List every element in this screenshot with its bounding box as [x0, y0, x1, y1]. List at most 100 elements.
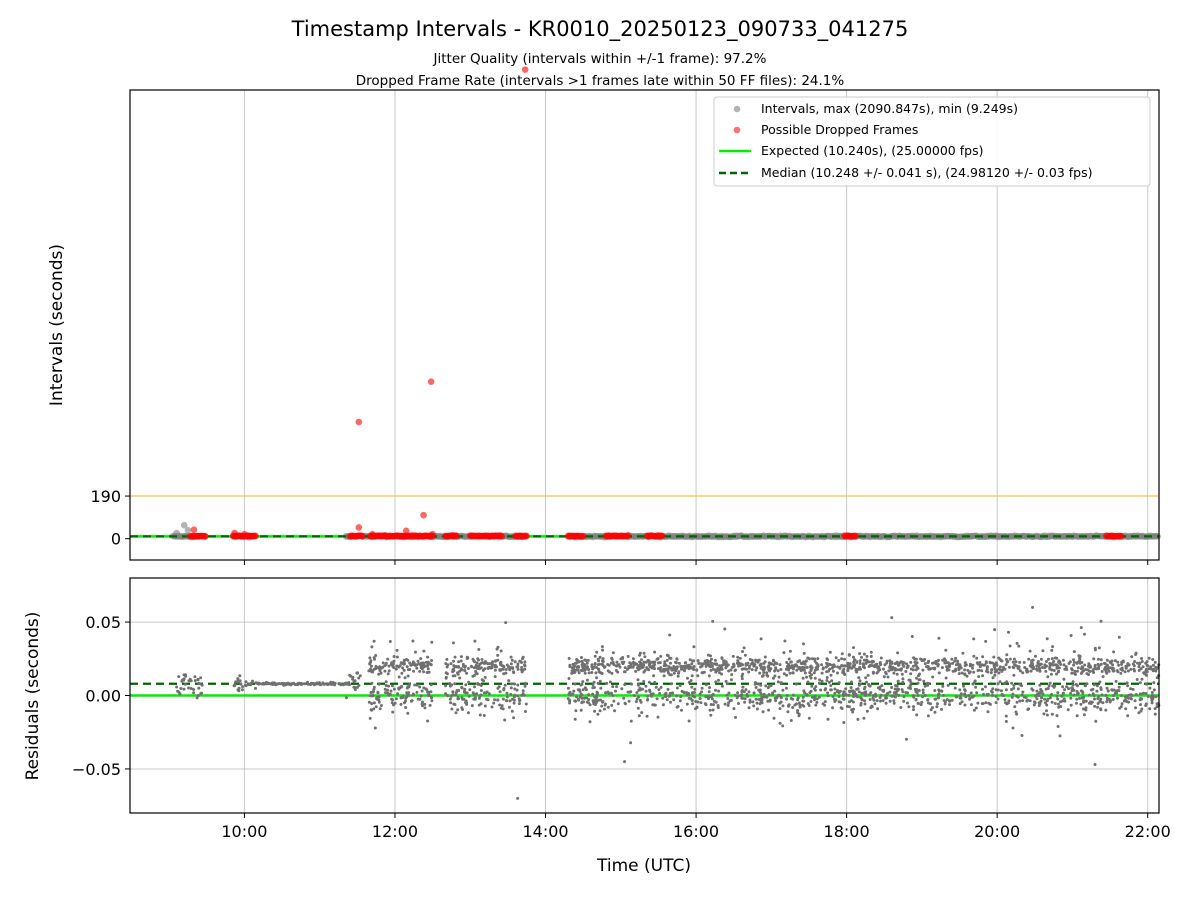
residual-point [456, 697, 460, 701]
residual-point [277, 682, 281, 685]
residual-point [1050, 693, 1054, 696]
residual-point [926, 683, 930, 687]
residual-point [941, 658, 945, 662]
residual-point [966, 668, 970, 672]
residual-point [791, 693, 795, 697]
chart-title: Timestamp Intervals - KR0010_20250123_09… [291, 17, 909, 42]
residual-point [810, 673, 813, 677]
residual-point [777, 675, 781, 679]
residual-point [869, 654, 873, 658]
residual-point [672, 671, 676, 675]
residual-point [926, 698, 930, 702]
residual-point [989, 671, 993, 675]
residual-point [569, 693, 573, 697]
residual-point [842, 697, 846, 701]
top-y-tick-label: 190 [90, 487, 121, 506]
residual-point [1113, 659, 1117, 663]
residual-point [862, 652, 866, 656]
residual-point [655, 697, 659, 701]
residual-point [1082, 699, 1086, 703]
residual-point [196, 694, 200, 698]
residual-point [861, 691, 865, 695]
residual-point [473, 639, 477, 643]
residual-point [1067, 687, 1070, 691]
residual-point [960, 700, 964, 704]
residual-point [428, 703, 432, 707]
residual-point [401, 662, 405, 666]
residual-point [902, 664, 906, 668]
residual-point [1095, 689, 1099, 693]
residual-point [520, 661, 523, 664]
residual-point [1088, 670, 1092, 673]
residual-point [1070, 671, 1074, 675]
legend: Intervals, max (2090.847s), min (9.249s)… [713, 96, 1151, 187]
residual-point [766, 674, 770, 678]
residual-point [623, 760, 627, 764]
residual-point [462, 697, 466, 701]
dropped-frame-point [625, 532, 632, 539]
residual-point [591, 700, 595, 704]
residual-point [487, 692, 491, 696]
x-tick-label: 18:00 [824, 822, 870, 841]
residual-point [512, 716, 516, 720]
residual-point [748, 698, 752, 702]
residual-point [656, 657, 660, 661]
residual-point [395, 655, 399, 659]
residual-point [610, 703, 614, 707]
residual-point [782, 672, 786, 676]
residual-point [865, 654, 869, 658]
residual-point [391, 710, 395, 714]
residual-point [459, 667, 463, 671]
residual-point [1055, 656, 1059, 660]
residual-point [1007, 665, 1011, 669]
residual-point [698, 697, 702, 701]
residual-point [1007, 630, 1010, 634]
residual-point [1035, 697, 1039, 701]
residual-point [843, 657, 846, 661]
residual-point [814, 703, 818, 707]
residual-point [610, 656, 614, 660]
residual-point [475, 661, 479, 665]
residual-point [425, 671, 429, 674]
residual-point [1133, 660, 1137, 663]
residual-point [377, 695, 381, 699]
residual-point [501, 697, 505, 701]
residual-point [577, 660, 581, 664]
residual-point [919, 703, 923, 707]
residual-point [1004, 701, 1007, 705]
residual-point [856, 687, 860, 691]
residual-point [510, 658, 514, 662]
residual-point [412, 669, 416, 673]
residual-point [733, 693, 737, 697]
residual-point [795, 664, 799, 668]
residual-point [680, 689, 684, 693]
residual-point [840, 664, 844, 667]
residual-point [626, 667, 629, 671]
residual-point [714, 688, 717, 692]
residual-point [864, 676, 868, 680]
residual-point [580, 701, 584, 705]
residual-point [729, 668, 733, 672]
residual-point [588, 703, 592, 707]
residual-point [1004, 663, 1008, 667]
residual-point [401, 666, 405, 670]
residual-point [1015, 700, 1019, 704]
residual-point [1039, 688, 1043, 692]
residual-point [501, 667, 505, 671]
residual-point [669, 661, 672, 665]
residual-point [374, 654, 378, 657]
residual-point [241, 685, 245, 689]
residual-point [1153, 660, 1157, 664]
residual-point [1074, 701, 1078, 705]
residual-point [1148, 707, 1152, 711]
residual-point [1069, 691, 1073, 695]
residual-point [391, 662, 395, 666]
residual-point [1039, 657, 1043, 661]
residual-point [941, 684, 945, 688]
residual-point [945, 698, 949, 702]
residual-point [492, 701, 496, 705]
residual-point [523, 710, 527, 713]
residual-point [909, 660, 913, 664]
residual-point [453, 655, 457, 659]
residual-point [1024, 669, 1028, 672]
